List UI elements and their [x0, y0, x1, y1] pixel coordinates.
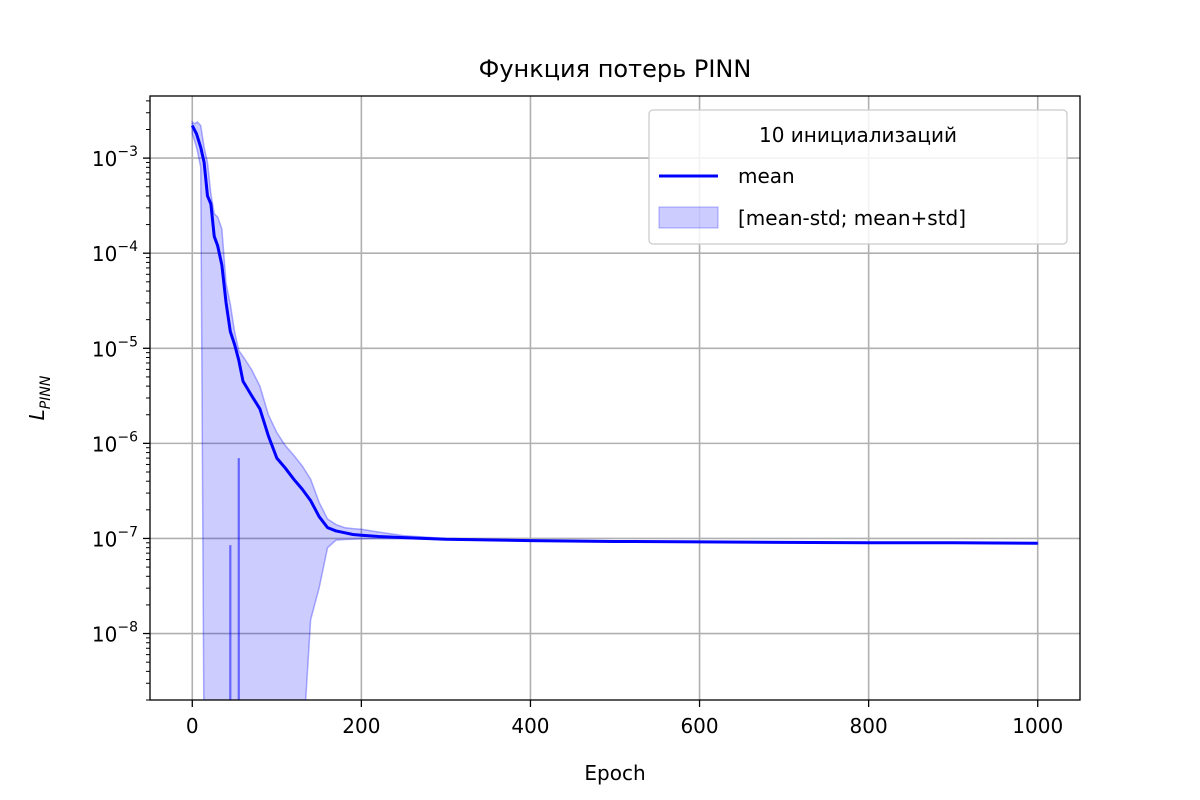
y-axis-ticks: 10−8 10−7 10−6 10−5 10−4 10−3 — [92, 100, 150, 701]
legend-entry-band: [mean-std; mean+std] — [738, 206, 966, 230]
x-tick-label: 1000 — [1012, 714, 1063, 738]
y-tick-label: 10−3 — [92, 144, 138, 171]
x-tick-label: 800 — [850, 714, 888, 738]
x-axis-ticks: 0 200 400 600 800 1000 — [186, 700, 1063, 738]
std-band — [191, 120, 1039, 700]
y-axis-label-sub: PINN — [38, 375, 54, 409]
y-tick-label: 10−5 — [92, 334, 138, 361]
x-tick-label: 400 — [511, 714, 549, 738]
y-tick-label: 10−4 — [92, 239, 138, 266]
mean-line — [190, 124, 1038, 545]
legend-title: 10 инициализаций — [759, 123, 957, 147]
legend: 10 инициализаций mean [mean-std; mean+st… — [648, 109, 1068, 245]
svg-text:LPINN: LPINN — [25, 375, 54, 420]
chart-title: Функция потерь PINN — [479, 55, 752, 83]
y-axis-label-main: L — [25, 409, 49, 420]
y-tick-label: 10−6 — [92, 429, 138, 456]
y-axis-label: LPINN — [25, 375, 54, 420]
x-tick-label: 0 — [186, 714, 199, 738]
x-tick-label: 600 — [680, 714, 718, 738]
x-tick-label: 200 — [342, 714, 380, 738]
y-tick-label: 10−7 — [92, 524, 138, 551]
mean-line-layer — [190, 124, 1038, 545]
legend-band-swatch — [658, 206, 719, 229]
legend-box — [648, 109, 1068, 245]
legend-entry-mean: mean — [738, 164, 795, 188]
x-axis-label: Epoch — [584, 761, 645, 785]
std-band-layer — [191, 120, 1039, 700]
y-tick-label: 10−8 — [92, 620, 138, 647]
